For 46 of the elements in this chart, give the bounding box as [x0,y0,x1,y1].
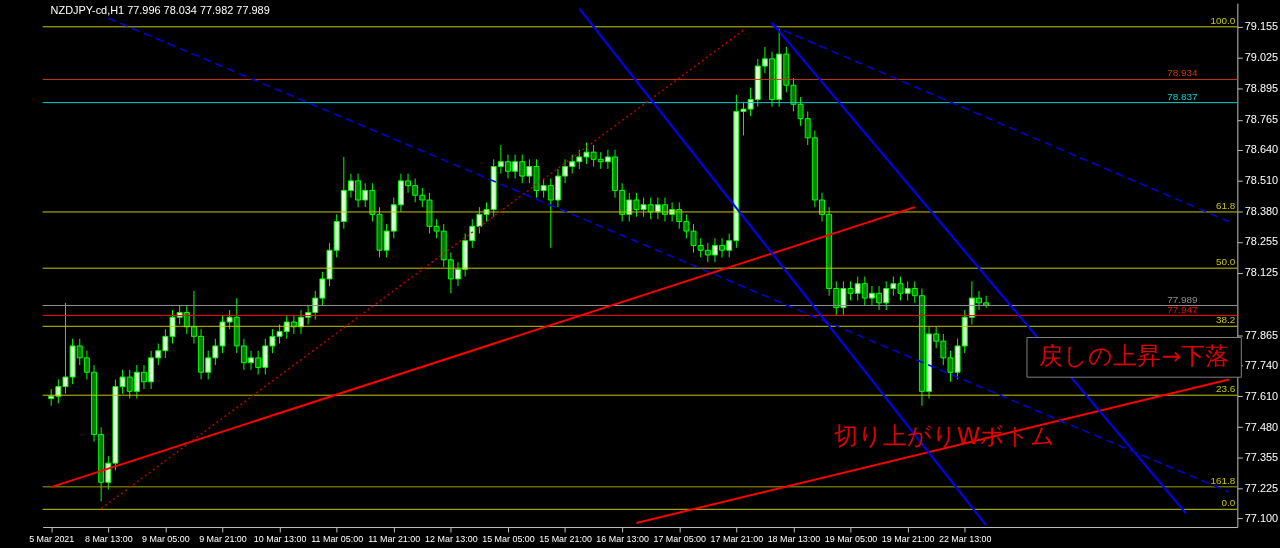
x-tick-label: 19 Mar 05:00 [824,534,878,545]
x-tick-label: 9 Mar 21:00 [199,534,247,545]
chart-title: NZDJPY-cd,H1 77.996 78.034 77.982 77.989 [50,4,270,17]
y-tick-label: 77.480 [1244,420,1279,433]
annotation: 38.2 [1216,314,1236,326]
x-tick-label: 11 Mar 21:00 [368,534,421,545]
x-tick-label: 19 Mar 21:00 [881,534,935,545]
ref-line-label: 77.989 [1167,293,1199,305]
y-tick-label: 78.640 [1244,143,1279,156]
x-tick-label: 18 Mar 13:00 [767,534,821,545]
x-tick-label: 11 Mar 05:00 [311,534,364,545]
y-tick-label: 79.155 [1244,20,1279,33]
x-tick-label: 5 Mar 2021 [29,534,75,545]
annotation: 61.8 [1216,199,1236,211]
x-tick-label: 17 Mar 21:00 [710,534,764,545]
annotation: 161.8 [1210,474,1236,486]
x-tick-label: 22 Mar 13:00 [938,534,992,545]
y-tick-label: 77.100 [1244,511,1279,524]
y-tick-label: 78.125 [1244,266,1279,279]
x-tick-label: 9 Mar 05:00 [142,534,190,545]
y-tick-label: 78.255 [1244,235,1279,248]
x-tick-label: 12 Mar 13:00 [425,534,478,545]
y-tick-label: 79.025 [1244,51,1279,64]
x-tick-label: 10 Mar 13:00 [253,534,307,545]
annotation: 戻しの上昇→下落 [1039,342,1230,371]
annotation: 0.0 [1221,497,1236,509]
x-tick-label: 16 Mar 13:00 [596,534,649,545]
y-tick-label: 78.895 [1244,82,1279,95]
annotation: 23.6 [1216,383,1236,395]
y-tick-label: 78.380 [1244,205,1279,218]
y-tick-label: 77.610 [1244,389,1279,402]
annotation: 50.0 [1216,256,1236,268]
x-tick-label: 15 Mar 21:00 [539,534,592,545]
x-tick-label: 15 Mar 05:00 [482,534,535,545]
y-tick-label: 77.355 [1244,450,1279,463]
y-tick-label: 77.865 [1244,328,1279,341]
y-tick-label: 78.765 [1244,113,1279,126]
x-tick-label: 17 Mar 05:00 [653,534,707,545]
ref-line-label: 78.934 [1167,67,1199,79]
y-tick-label: 77.740 [1244,358,1279,371]
annotation: 100.0 [1210,14,1236,26]
ref-line-label: 78.837 [1167,90,1199,102]
x-tick-label: 8 Mar 13:00 [84,534,133,545]
y-tick-label: 78.510 [1244,174,1279,187]
y-tick-label: 77.225 [1244,481,1279,494]
ref-line-label: 77.947 [1167,303,1199,315]
